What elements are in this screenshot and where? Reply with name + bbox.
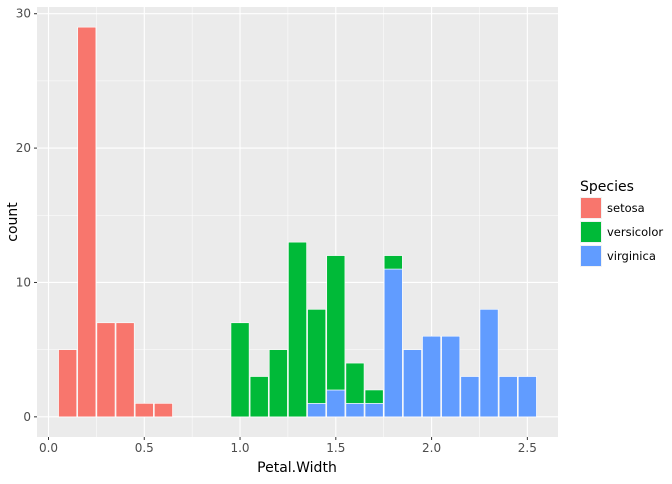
bar-virginica	[307, 403, 327, 418]
legend: Species setosa versicolor virginica	[580, 179, 663, 267]
bar-setosa	[134, 403, 154, 418]
y-tick-label: 10	[16, 275, 31, 289]
bar-virginica	[441, 335, 461, 418]
bar-virginica	[498, 376, 518, 418]
bar-versicolor	[249, 376, 269, 418]
bar-versicolor	[364, 389, 384, 404]
legend-key-setosa	[581, 198, 601, 218]
y-axis-title: count	[5, 202, 21, 242]
legend-title: Species	[580, 179, 634, 195]
axes: 0.0 0.5 1.0 1.5 2.0 2.5 0 10 20 30	[16, 7, 537, 455]
legend-key-virginica	[581, 246, 601, 266]
legend-label-versicolor: versicolor	[607, 225, 663, 239]
bar-virginica	[383, 268, 403, 418]
y-tick-label: 0	[23, 410, 31, 424]
x-tick-label: 0.0	[39, 441, 58, 455]
bar-versicolor	[345, 362, 365, 404]
y-tick-label: 20	[16, 141, 31, 155]
bar-setosa	[58, 349, 78, 418]
bar-setosa	[154, 403, 173, 418]
bar-setosa	[115, 322, 135, 418]
x-tick-label: 2.0	[422, 441, 441, 455]
bar-versicolor	[268, 349, 288, 418]
bar-virginica	[364, 403, 384, 418]
bar-virginica	[345, 403, 365, 418]
bar-versicolor	[230, 322, 250, 418]
bar-versicolor	[326, 255, 346, 391]
x-tick-label: 0.5	[135, 441, 154, 455]
bar-virginica	[326, 389, 346, 418]
legend-label-setosa: setosa	[607, 201, 645, 215]
bar-virginica	[517, 376, 537, 418]
bar-virginica	[422, 335, 441, 418]
bars	[58, 26, 537, 418]
legend-key-versicolor	[581, 222, 601, 242]
bar-setosa	[96, 322, 116, 418]
bar-virginica	[403, 349, 422, 418]
x-axis-title: Petal.Width	[257, 460, 337, 476]
y-tick-label: 30	[16, 7, 31, 21]
bar-virginica	[479, 309, 499, 418]
x-tick-label: 2.5	[518, 441, 537, 455]
x-tick-label: 1.0	[230, 441, 249, 455]
bar-versicolor	[288, 241, 307, 418]
bar-virginica	[460, 376, 480, 418]
bar-versicolor	[383, 255, 403, 270]
bar-versicolor	[307, 309, 327, 404]
legend-label-virginica: virginica	[607, 249, 656, 263]
bar-setosa	[77, 26, 97, 418]
x-tick-label: 1.5	[326, 441, 345, 455]
